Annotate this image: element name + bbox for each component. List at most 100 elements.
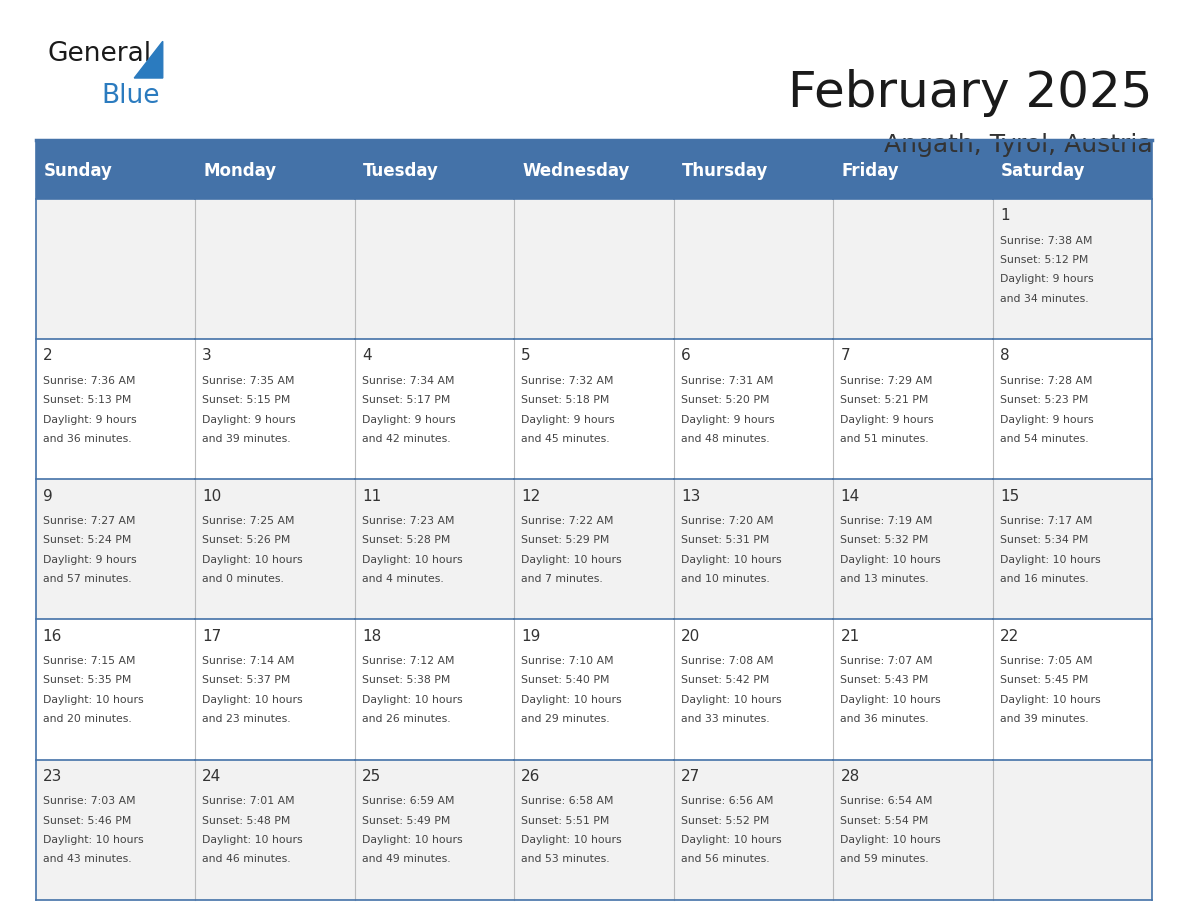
Text: Sunset: 5:23 PM: Sunset: 5:23 PM	[1000, 396, 1088, 405]
FancyBboxPatch shape	[674, 620, 833, 759]
Text: and 59 minutes.: and 59 minutes.	[840, 854, 929, 864]
Text: Sunset: 5:28 PM: Sunset: 5:28 PM	[362, 535, 450, 545]
Text: 17: 17	[202, 629, 221, 644]
Text: and 53 minutes.: and 53 minutes.	[522, 854, 609, 864]
FancyBboxPatch shape	[514, 479, 674, 620]
Text: Sunrise: 7:17 AM: Sunrise: 7:17 AM	[1000, 516, 1093, 526]
FancyBboxPatch shape	[355, 340, 514, 479]
Text: Daylight: 9 hours: Daylight: 9 hours	[1000, 415, 1094, 424]
FancyBboxPatch shape	[355, 199, 514, 340]
Text: Sunrise: 7:15 AM: Sunrise: 7:15 AM	[43, 656, 135, 666]
Text: Daylight: 10 hours: Daylight: 10 hours	[840, 834, 941, 845]
Text: Sunset: 5:52 PM: Sunset: 5:52 PM	[681, 815, 770, 825]
FancyBboxPatch shape	[36, 620, 195, 759]
FancyBboxPatch shape	[514, 340, 674, 479]
Text: Daylight: 9 hours: Daylight: 9 hours	[202, 415, 296, 424]
Text: Daylight: 9 hours: Daylight: 9 hours	[1000, 274, 1094, 285]
FancyBboxPatch shape	[36, 142, 1152, 199]
Text: 14: 14	[840, 488, 860, 504]
FancyBboxPatch shape	[833, 199, 993, 340]
Text: Sunrise: 7:08 AM: Sunrise: 7:08 AM	[681, 656, 773, 666]
Text: 6: 6	[681, 349, 690, 364]
Text: General: General	[48, 41, 152, 67]
Text: 19: 19	[522, 629, 541, 644]
Text: and 33 minutes.: and 33 minutes.	[681, 714, 770, 724]
Text: 13: 13	[681, 488, 700, 504]
Text: Sunrise: 7:05 AM: Sunrise: 7:05 AM	[1000, 656, 1093, 666]
Text: 25: 25	[362, 768, 381, 784]
FancyBboxPatch shape	[993, 759, 1152, 900]
Text: and 16 minutes.: and 16 minutes.	[1000, 574, 1088, 584]
Text: and 39 minutes.: and 39 minutes.	[202, 434, 291, 443]
Text: Daylight: 10 hours: Daylight: 10 hours	[522, 695, 623, 705]
Text: Sunrise: 7:14 AM: Sunrise: 7:14 AM	[202, 656, 295, 666]
Text: Sunrise: 7:20 AM: Sunrise: 7:20 AM	[681, 516, 773, 526]
Text: and 48 minutes.: and 48 minutes.	[681, 434, 770, 443]
FancyBboxPatch shape	[993, 340, 1152, 479]
Text: Sunrise: 6:54 AM: Sunrise: 6:54 AM	[840, 796, 933, 806]
Text: 20: 20	[681, 629, 700, 644]
FancyBboxPatch shape	[674, 199, 833, 340]
Text: 11: 11	[362, 488, 381, 504]
Text: Blue: Blue	[101, 83, 159, 108]
Text: Sunset: 5:48 PM: Sunset: 5:48 PM	[202, 815, 291, 825]
Text: and 0 minutes.: and 0 minutes.	[202, 574, 284, 584]
Text: Wednesday: Wednesday	[523, 162, 630, 180]
Text: and 29 minutes.: and 29 minutes.	[522, 714, 609, 724]
Text: and 56 minutes.: and 56 minutes.	[681, 854, 770, 864]
Text: 24: 24	[202, 768, 221, 784]
Text: Daylight: 9 hours: Daylight: 9 hours	[522, 415, 615, 424]
Text: Sunset: 5:31 PM: Sunset: 5:31 PM	[681, 535, 770, 545]
Text: and 10 minutes.: and 10 minutes.	[681, 574, 770, 584]
Text: Sunset: 5:32 PM: Sunset: 5:32 PM	[840, 535, 929, 545]
Text: Sunday: Sunday	[44, 162, 113, 180]
Text: 23: 23	[43, 768, 62, 784]
Text: Sunset: 5:24 PM: Sunset: 5:24 PM	[43, 535, 131, 545]
Text: and 42 minutes.: and 42 minutes.	[362, 434, 450, 443]
Text: Sunset: 5:21 PM: Sunset: 5:21 PM	[840, 396, 929, 405]
FancyBboxPatch shape	[833, 340, 993, 479]
Text: Sunrise: 7:27 AM: Sunrise: 7:27 AM	[43, 516, 135, 526]
Text: Sunset: 5:18 PM: Sunset: 5:18 PM	[522, 396, 609, 405]
Text: Sunset: 5:20 PM: Sunset: 5:20 PM	[681, 396, 770, 405]
Text: Daylight: 9 hours: Daylight: 9 hours	[840, 415, 934, 424]
Text: 1: 1	[1000, 208, 1010, 223]
Text: Daylight: 10 hours: Daylight: 10 hours	[43, 695, 144, 705]
FancyBboxPatch shape	[355, 479, 514, 620]
FancyBboxPatch shape	[514, 759, 674, 900]
Text: Sunset: 5:15 PM: Sunset: 5:15 PM	[202, 396, 291, 405]
Text: Sunset: 5:46 PM: Sunset: 5:46 PM	[43, 815, 131, 825]
Text: Daylight: 9 hours: Daylight: 9 hours	[43, 415, 137, 424]
Text: 9: 9	[43, 488, 52, 504]
Text: Daylight: 10 hours: Daylight: 10 hours	[43, 834, 144, 845]
Text: and 7 minutes.: and 7 minutes.	[522, 574, 604, 584]
Text: Tuesday: Tuesday	[364, 162, 438, 180]
Text: 3: 3	[202, 349, 211, 364]
Text: Sunrise: 7:19 AM: Sunrise: 7:19 AM	[840, 516, 933, 526]
Text: Friday: Friday	[841, 162, 899, 180]
Text: Sunrise: 7:12 AM: Sunrise: 7:12 AM	[362, 656, 454, 666]
Text: Daylight: 9 hours: Daylight: 9 hours	[681, 415, 775, 424]
FancyBboxPatch shape	[514, 620, 674, 759]
Text: Sunrise: 7:23 AM: Sunrise: 7:23 AM	[362, 516, 454, 526]
Text: Daylight: 10 hours: Daylight: 10 hours	[1000, 554, 1100, 565]
Text: and 4 minutes.: and 4 minutes.	[362, 574, 443, 584]
Text: 22: 22	[1000, 629, 1019, 644]
FancyBboxPatch shape	[514, 199, 674, 340]
Polygon shape	[134, 41, 163, 78]
Text: and 43 minutes.: and 43 minutes.	[43, 854, 132, 864]
Text: Daylight: 9 hours: Daylight: 9 hours	[362, 415, 455, 424]
Text: 26: 26	[522, 768, 541, 784]
Text: Daylight: 10 hours: Daylight: 10 hours	[522, 554, 623, 565]
Text: Daylight: 10 hours: Daylight: 10 hours	[202, 695, 303, 705]
Text: Sunset: 5:40 PM: Sunset: 5:40 PM	[522, 676, 609, 686]
Text: Sunrise: 7:25 AM: Sunrise: 7:25 AM	[202, 516, 295, 526]
Text: Sunset: 5:51 PM: Sunset: 5:51 PM	[522, 815, 609, 825]
FancyBboxPatch shape	[195, 620, 355, 759]
Text: Daylight: 10 hours: Daylight: 10 hours	[1000, 695, 1100, 705]
Text: 21: 21	[840, 629, 860, 644]
FancyBboxPatch shape	[36, 199, 195, 340]
Text: and 13 minutes.: and 13 minutes.	[840, 574, 929, 584]
Text: Sunset: 5:43 PM: Sunset: 5:43 PM	[840, 676, 929, 686]
Text: 7: 7	[840, 349, 851, 364]
